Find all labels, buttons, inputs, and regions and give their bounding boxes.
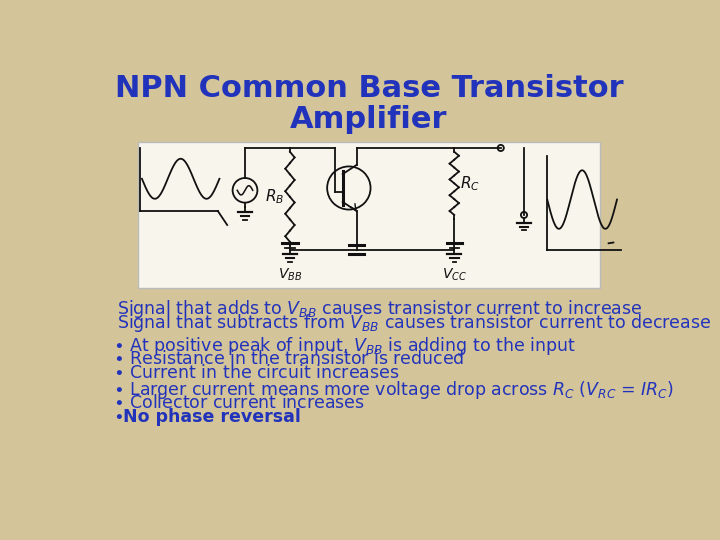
Text: Signal that adds to $V_{BB}$ causes transistor current to increase: Signal that adds to $V_{BB}$ causes tran… [117,298,642,320]
Text: $\bullet$: $\bullet$ [113,408,126,426]
Text: NPN Common Base Transistor: NPN Common Base Transistor [114,74,624,103]
Text: $\bullet$ At positive peak of input, $V_{BB}$ is adding to the input: $\bullet$ At positive peak of input, $V_… [113,335,576,357]
Text: $\bullet$ Current in the circuit increases: $\bullet$ Current in the circuit increas… [113,364,400,382]
Text: $V_{CC}$: $V_{CC}$ [442,267,467,283]
Text: $\bullet$ Collector current increases: $\bullet$ Collector current increases [113,394,365,411]
Text: $\bullet$ Resistance in the transistor is reduced: $\bullet$ Resistance in the transistor i… [113,350,464,368]
Text: $R_B$: $R_B$ [265,187,284,206]
Text: No phase reversal: No phase reversal [122,408,300,426]
Text: $R_C$: $R_C$ [460,174,480,193]
Text: $V_{BB}$: $V_{BB}$ [278,267,302,283]
Text: Amplifier: Amplifier [290,105,448,134]
FancyBboxPatch shape [138,142,600,288]
Text: Signal that subtracts from $V_{BB}$ causes transistor current to decrease: Signal that subtracts from $V_{BB}$ caus… [117,312,711,334]
Text: $\bullet$ Larger current means more voltage drop across $R_C$ ($V_{RC}$ = $IR_C$: $\bullet$ Larger current means more volt… [113,379,675,401]
